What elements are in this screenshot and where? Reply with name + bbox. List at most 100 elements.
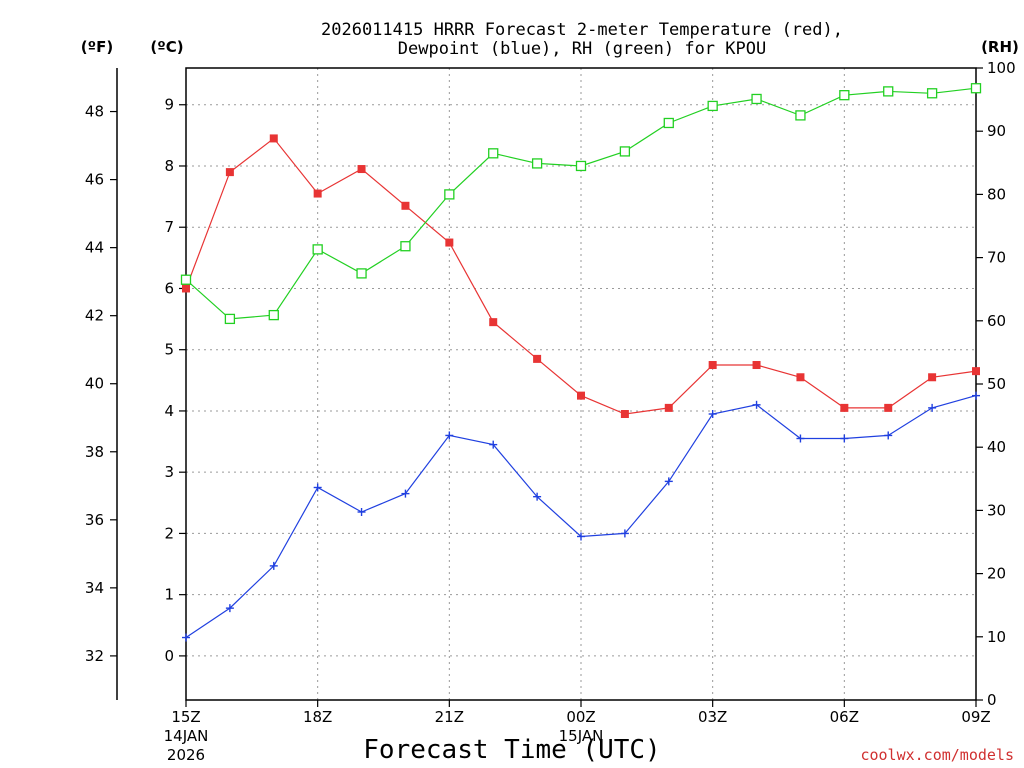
temperature-point [445, 238, 454, 247]
temperature-point [620, 410, 629, 419]
celsius-tick-label: 7 [164, 218, 174, 236]
rh-point [707, 100, 718, 112]
temperature-point [401, 201, 410, 210]
x-tick-date-label: 14JAN [164, 727, 209, 745]
rh-point [970, 83, 982, 94]
temperature-point [489, 318, 498, 327]
temperature-point [182, 284, 190, 293]
celsius-tick-label: 6 [164, 279, 174, 297]
dewpoint-point [664, 477, 673, 486]
dewpoint-point [357, 507, 366, 516]
x-tick-label: 03Z [698, 708, 727, 726]
dewpoint-line [185, 395, 977, 638]
x-tick-date-label: 15JAN [559, 727, 604, 745]
series-layer [180, 83, 982, 642]
fahrenheit-tick-label: 42 [85, 307, 104, 325]
celsius-tick-label: 4 [164, 402, 174, 420]
rh-tick-label: 30 [987, 501, 1006, 519]
x-tick-label: 21Z [435, 708, 464, 726]
rh-point [224, 313, 236, 325]
temperature-point [708, 361, 717, 370]
temperature-point [577, 391, 585, 400]
x-tick-label: 18Z [303, 708, 332, 726]
dewpoint-point [620, 529, 629, 538]
rh-point [268, 309, 279, 321]
rh-point [400, 241, 411, 252]
rh-point [356, 268, 367, 279]
x-tick-label: 09Z [961, 708, 990, 726]
temperature-point [225, 168, 234, 177]
temperature-point [533, 354, 542, 363]
temperature-point [884, 403, 893, 412]
dewpoint-point [269, 561, 278, 570]
fahrenheit-tick-label: 40 [85, 375, 104, 393]
rh-tick-label: 100 [987, 59, 1016, 77]
rh-point [795, 110, 806, 121]
rh-point [663, 117, 674, 129]
dewpoint-point [884, 431, 893, 440]
rh-point [926, 88, 938, 99]
celsius-tick-label: 1 [164, 586, 174, 604]
rh-point [180, 274, 192, 285]
rh-tick-label: 70 [987, 249, 1006, 267]
celsius-tick-label: 8 [164, 157, 174, 175]
rh-point [619, 146, 631, 157]
fahrenheit-tick-label: 32 [85, 647, 104, 665]
rh-tick-label: 60 [987, 312, 1006, 330]
rh-tick-label: 50 [987, 375, 1006, 393]
dewpoint-point [577, 532, 585, 541]
temperature-point [928, 373, 937, 382]
credit-link[interactable]: coolwx.com/models [860, 746, 1014, 764]
temperature-point [796, 373, 805, 382]
dewpoint-point [533, 492, 542, 501]
temperature-point [752, 361, 761, 370]
temperature-point [664, 403, 673, 412]
dewpoint-point [840, 434, 849, 443]
celsius-tick-label: 9 [164, 96, 174, 114]
dewpoint-point [401, 489, 410, 498]
rh-point [312, 244, 323, 255]
rh-tick-label: 90 [987, 122, 1006, 140]
x-tick-year-label: 2026 [167, 746, 205, 764]
fahrenheit-tick-label: 44 [85, 239, 104, 257]
temperature-point [840, 403, 849, 412]
dewpoint-point [445, 431, 454, 440]
rh-tick-label: 80 [987, 185, 1006, 203]
fahrenheit-tick-label: 38 [85, 443, 104, 461]
dewpoint-point [796, 434, 805, 443]
dewpoint-point [182, 633, 190, 642]
x-tick-label: 06Z [830, 708, 859, 726]
dewpoint-point [972, 391, 980, 400]
celsius-tick-label: 0 [164, 647, 174, 665]
rh-point [488, 148, 499, 159]
dewpoint-point [313, 483, 322, 492]
temperature-line [185, 137, 977, 415]
rh-tick-label: 0 [987, 691, 997, 709]
temperature-point [269, 134, 278, 143]
rh-point [575, 160, 587, 172]
fahrenheit-tick-label: 34 [85, 579, 104, 597]
fahrenheit-tick-label: 36 [85, 511, 104, 529]
dewpoint-point [708, 410, 717, 419]
x-axis-title: Forecast Time (UTC) [363, 735, 660, 765]
x-tick-label: 00Z [566, 708, 595, 726]
celsius-tick-label: 3 [164, 463, 174, 481]
rh-point [531, 158, 543, 169]
celsius-tick-label: 2 [164, 524, 174, 542]
fahrenheit-tick-label: 46 [85, 171, 104, 189]
celsius-tick-label: 5 [164, 341, 174, 359]
temperature-point [972, 367, 980, 376]
dewpoint-point [225, 604, 234, 613]
dewpoint-point [928, 403, 937, 412]
dewpoint-point [489, 440, 498, 449]
rh-point [839, 90, 850, 101]
chart-title-line-2: Dewpoint (blue), RH (green) for KPOU [398, 39, 766, 59]
rh-tick-label: 40 [987, 438, 1006, 456]
dewpoint-point [752, 400, 761, 409]
x-tick-label: 15Z [171, 708, 200, 726]
rh-unit-label: (RH) [981, 38, 1019, 56]
rh-tick-label: 10 [987, 628, 1006, 646]
rh-point [444, 189, 455, 200]
